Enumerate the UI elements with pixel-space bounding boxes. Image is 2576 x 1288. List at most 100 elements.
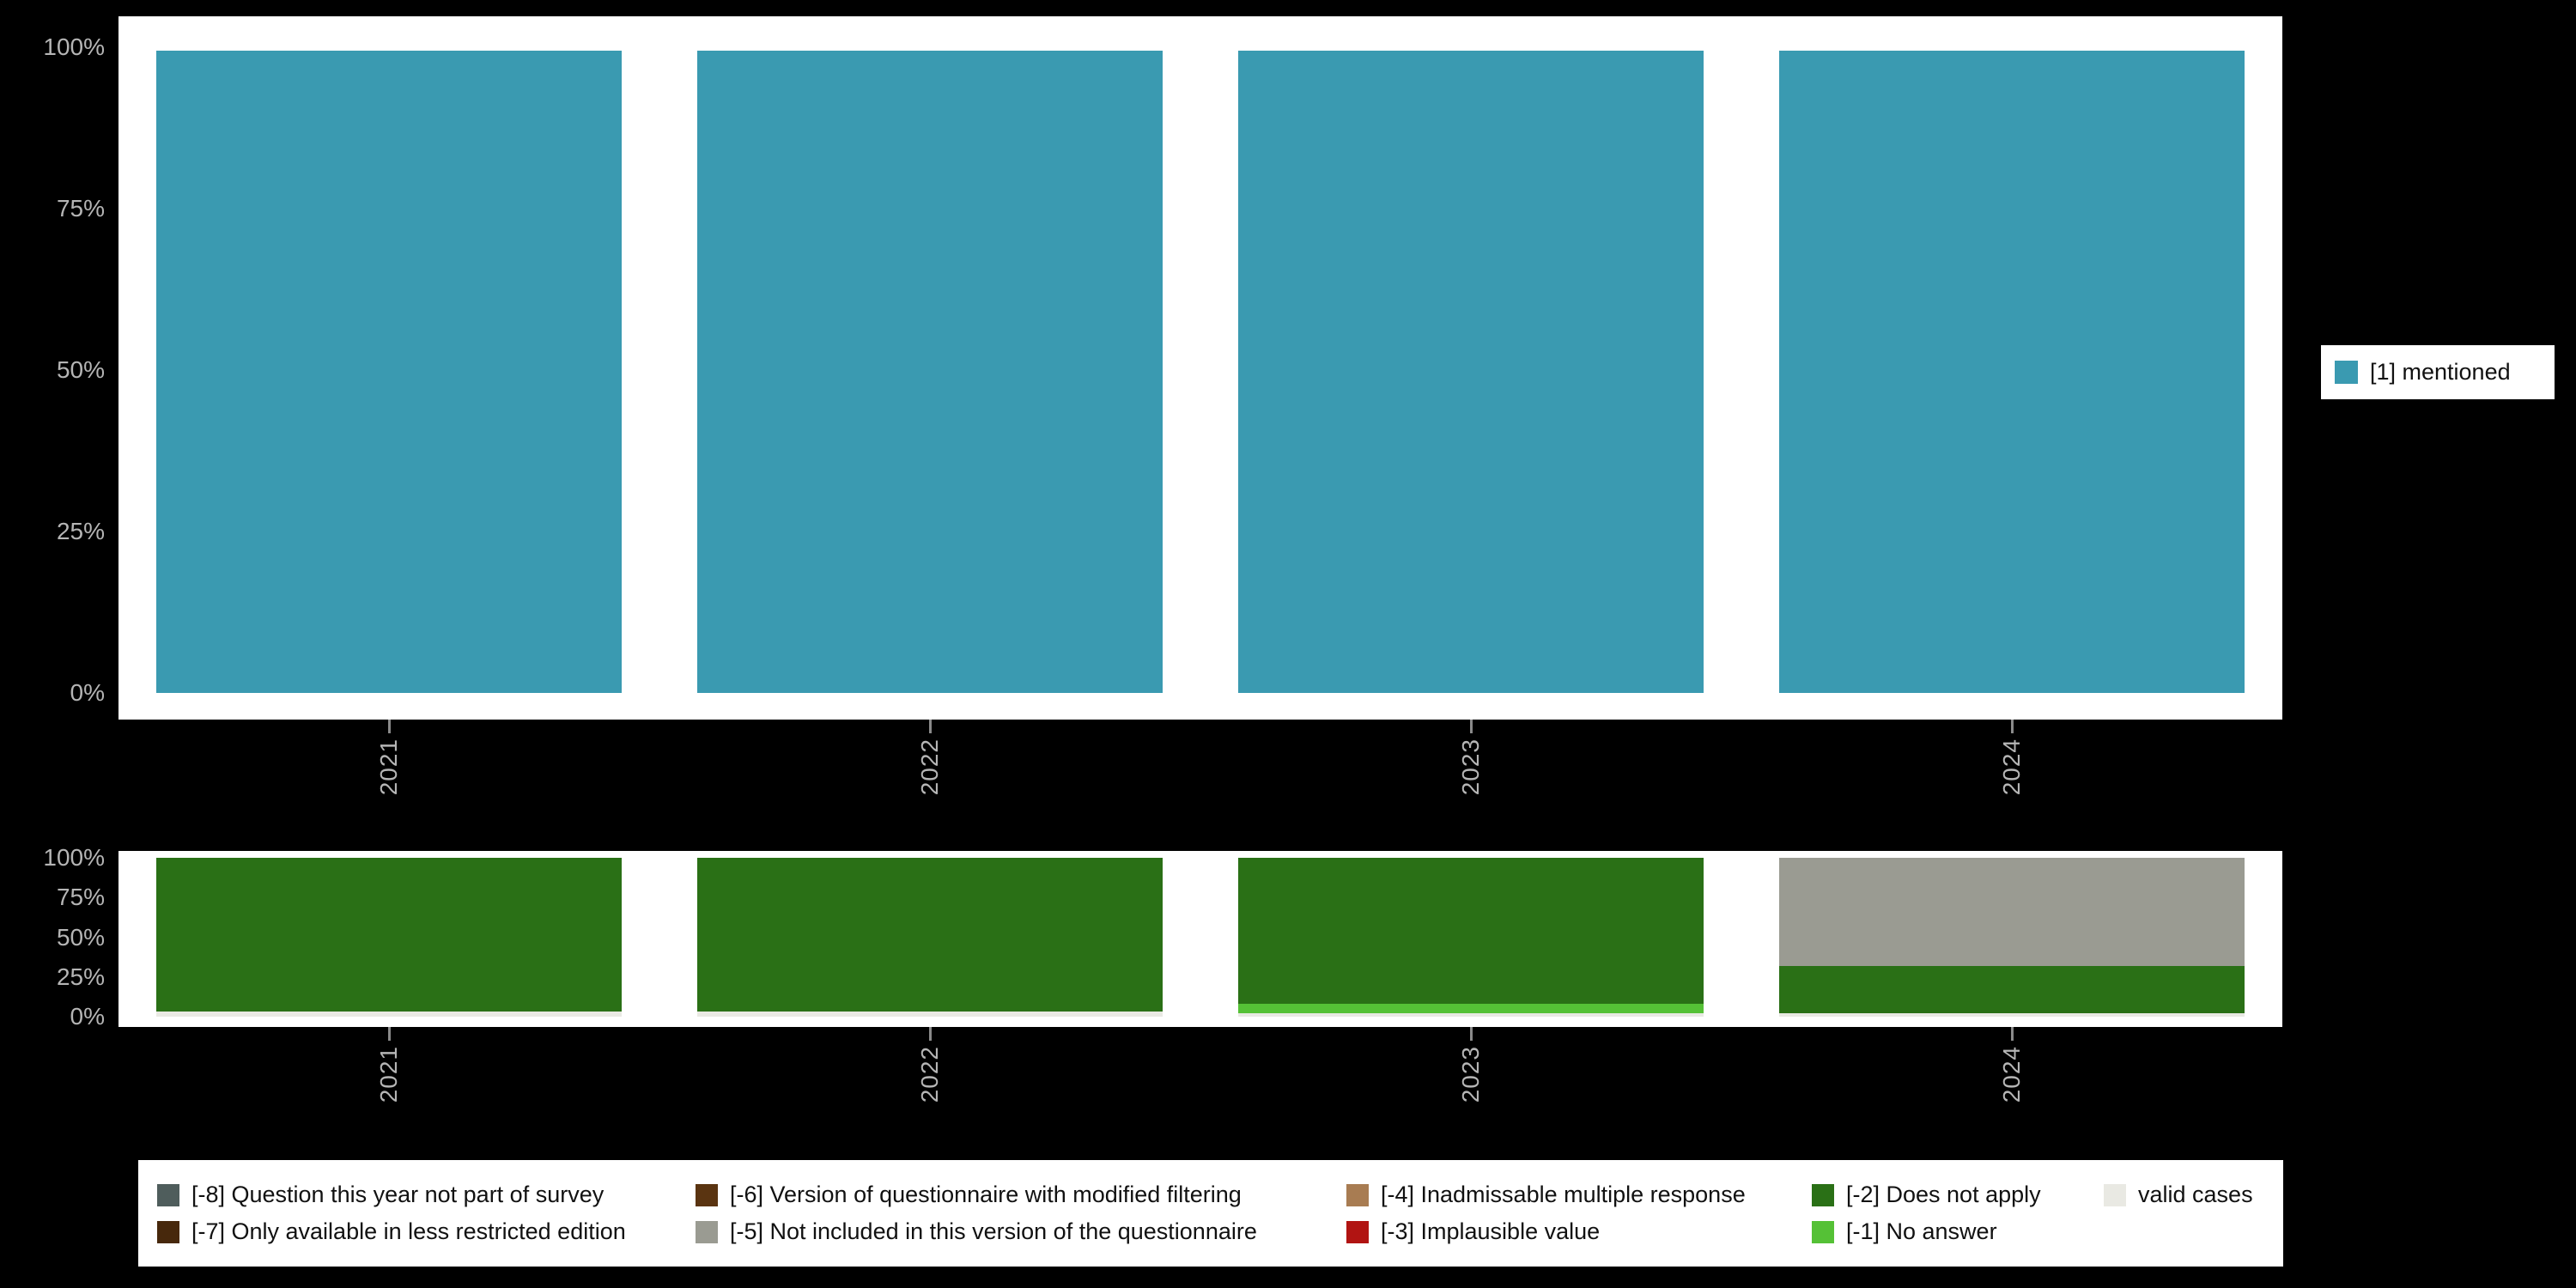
bottom-plot-area	[118, 858, 2282, 1017]
legend-item: valid cases	[2104, 1182, 2264, 1208]
top-x-axis-labels: 2021 2022 2023 2024	[118, 738, 2282, 859]
x-tick-slot	[118, 720, 659, 733]
legend-item-label: [-4] Inadmissable multiple response	[1381, 1182, 1746, 1207]
x-axis-tick-label: 2022	[916, 1046, 943, 1103]
legend-item-label: [-1] No answer	[1846, 1218, 1997, 1244]
x-axis-tick	[1469, 720, 1473, 733]
x-axis-tick	[387, 1027, 391, 1041]
x-axis-tick	[1469, 1027, 1473, 1041]
y-axis-tick-label: 0%	[70, 679, 105, 706]
x-label-slot: 2022	[659, 1046, 1200, 1166]
legend-swatch	[1812, 1183, 1834, 1206]
x-axis-tick-label: 2022	[916, 738, 943, 796]
bar-segment	[1779, 965, 2245, 1014]
bar-segment	[697, 1012, 1163, 1017]
bar-segment	[697, 858, 1163, 1012]
y-axis-tick-label: 0%	[70, 1003, 105, 1030]
x-label-slot: 2023	[1200, 738, 1741, 859]
top-plot-area	[118, 47, 2282, 693]
legend-item: [-7] Only available in less restricted e…	[157, 1218, 696, 1245]
bar-mentioned	[1779, 50, 2245, 693]
x-tick-slot	[1741, 720, 2282, 733]
x-axis-tick	[387, 720, 391, 733]
legend-item: [-3] Implausible value	[1346, 1218, 1812, 1245]
bar-segment	[1238, 1004, 1704, 1014]
x-axis-tick-label: 2024	[1998, 1046, 2025, 1103]
x-axis-tick-label: 2023	[1457, 1046, 1484, 1103]
bar-mentioned	[1238, 50, 1704, 693]
y-axis-tick-label: 100%	[43, 844, 105, 871]
x-label-slot: 2024	[1741, 738, 2282, 859]
x-tick-slot	[659, 1027, 1200, 1041]
x-tick-slot	[118, 1027, 659, 1041]
y-axis-tick-label: 50%	[56, 356, 105, 383]
x-tick-slot	[1200, 1027, 1741, 1041]
x-label-slot: 2022	[659, 738, 1200, 859]
bar-mentioned	[697, 50, 1163, 693]
legend-item: [-6] Version of questionnaire with modif…	[696, 1182, 1346, 1208]
bar-segment	[1779, 1013, 2245, 1017]
x-label-slot: 2023	[1200, 1046, 1741, 1166]
bar-mentioned	[156, 50, 622, 693]
x-axis-tick-label: 2024	[1998, 738, 2025, 796]
bar-slot	[118, 47, 659, 693]
bar-segment	[156, 858, 622, 1012]
bar-slot	[1200, 47, 1741, 693]
bar-slot	[1200, 858, 1741, 1017]
legend-item-label: [-5] Not included in this version of the…	[730, 1218, 1257, 1244]
legend-swatch	[2335, 361, 2358, 384]
x-axis-tick	[928, 1027, 932, 1041]
x-axis-tick-label: 2021	[375, 738, 402, 796]
top-x-axis-ticks	[118, 720, 2282, 733]
legend-item-label: [-3] Implausible value	[1381, 1218, 1601, 1244]
legend-item: [-2] Does not apply	[1812, 1182, 2104, 1208]
bar-segment	[1779, 858, 2245, 966]
missing-values-legend-grid: [-8] Question this year not part of surv…	[157, 1182, 2264, 1245]
bar-segment	[1238, 858, 1704, 1005]
x-label-slot: 2021	[118, 1046, 659, 1166]
x-tick-slot	[1200, 720, 1741, 733]
x-tick-slot	[1741, 1027, 2282, 1041]
bar-slot	[1741, 47, 2282, 693]
bar-slot	[118, 858, 659, 1017]
legend-swatch	[2104, 1183, 2126, 1206]
y-axis-tick-label: 100%	[43, 33, 105, 60]
y-axis-tick-label: 75%	[56, 195, 105, 222]
x-label-slot: 2021	[118, 738, 659, 859]
legend-item-label: valid cases	[2138, 1182, 2253, 1207]
legend-item-label: [-8] Question this year not part of surv…	[191, 1182, 605, 1207]
x-label-slot: 2024	[1741, 1046, 2282, 1166]
legend-item-label: [-2] Does not apply	[1846, 1182, 2041, 1207]
x-axis-tick	[928, 720, 932, 733]
y-axis-tick-label: 75%	[56, 884, 105, 911]
legend-swatch	[157, 1183, 179, 1206]
bar-slot	[1741, 858, 2282, 1017]
bar-segment	[1238, 1013, 1704, 1017]
bottom-x-axis-ticks	[118, 1027, 2282, 1041]
legend-item-label: [-6] Version of questionnaire with modif…	[730, 1182, 1242, 1207]
top-chart-legend: [1] mentioned	[2321, 345, 2555, 399]
y-axis-tick-label: 25%	[56, 518, 105, 544]
legend-swatch	[1812, 1220, 1834, 1243]
legend-item: [-5] Not included in this version of the…	[696, 1218, 1346, 1245]
legend-item-label: [-7] Only available in less restricted e…	[191, 1218, 626, 1244]
x-axis-tick-label: 2023	[1457, 738, 1484, 796]
x-axis-tick	[2010, 1027, 2014, 1041]
legend-swatch	[157, 1220, 179, 1243]
x-axis-tick	[2010, 720, 2014, 733]
x-tick-slot	[659, 720, 1200, 733]
y-axis-tick-label: 50%	[56, 923, 105, 951]
x-axis-tick-label: 2021	[375, 1046, 402, 1103]
legend-swatch	[696, 1183, 718, 1206]
legend-swatch	[696, 1220, 718, 1243]
bar-segment	[156, 1012, 622, 1017]
legend-item: [-4] Inadmissable multiple response	[1346, 1182, 1812, 1208]
missing-values-legend: [-8] Question this year not part of surv…	[138, 1160, 2283, 1267]
legend-item: [-8] Question this year not part of surv…	[157, 1182, 696, 1208]
legend-item-label: [1] mentioned	[2370, 359, 2511, 385]
bar-slot	[659, 858, 1200, 1017]
legend-swatch	[1346, 1220, 1369, 1243]
y-axis-tick-label: 25%	[56, 963, 105, 990]
bar-slot	[659, 47, 1200, 693]
